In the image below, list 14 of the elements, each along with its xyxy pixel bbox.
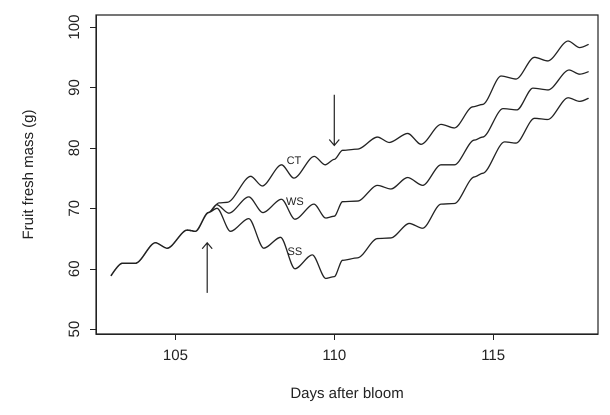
y-tick-label: 100: [66, 14, 83, 40]
x-axis-title: Days after bloom: [290, 385, 404, 402]
y-axis-title: Fruit fresh mass (g): [20, 109, 37, 240]
y-tick-label: 80: [66, 140, 83, 156]
series-label: CT: [286, 155, 302, 168]
y-tick-label: 50: [66, 320, 83, 338]
x-tick-label: 105: [162, 347, 188, 364]
y-tick-label: 60: [66, 260, 83, 278]
series-label: SS: [288, 246, 302, 258]
x-tick-label: 115: [481, 347, 506, 364]
y-tick-label: 70: [66, 200, 83, 217]
y-tick-label: 90: [66, 79, 83, 96]
series-label: WS: [286, 196, 304, 208]
x-tick-label: 110: [322, 347, 346, 364]
